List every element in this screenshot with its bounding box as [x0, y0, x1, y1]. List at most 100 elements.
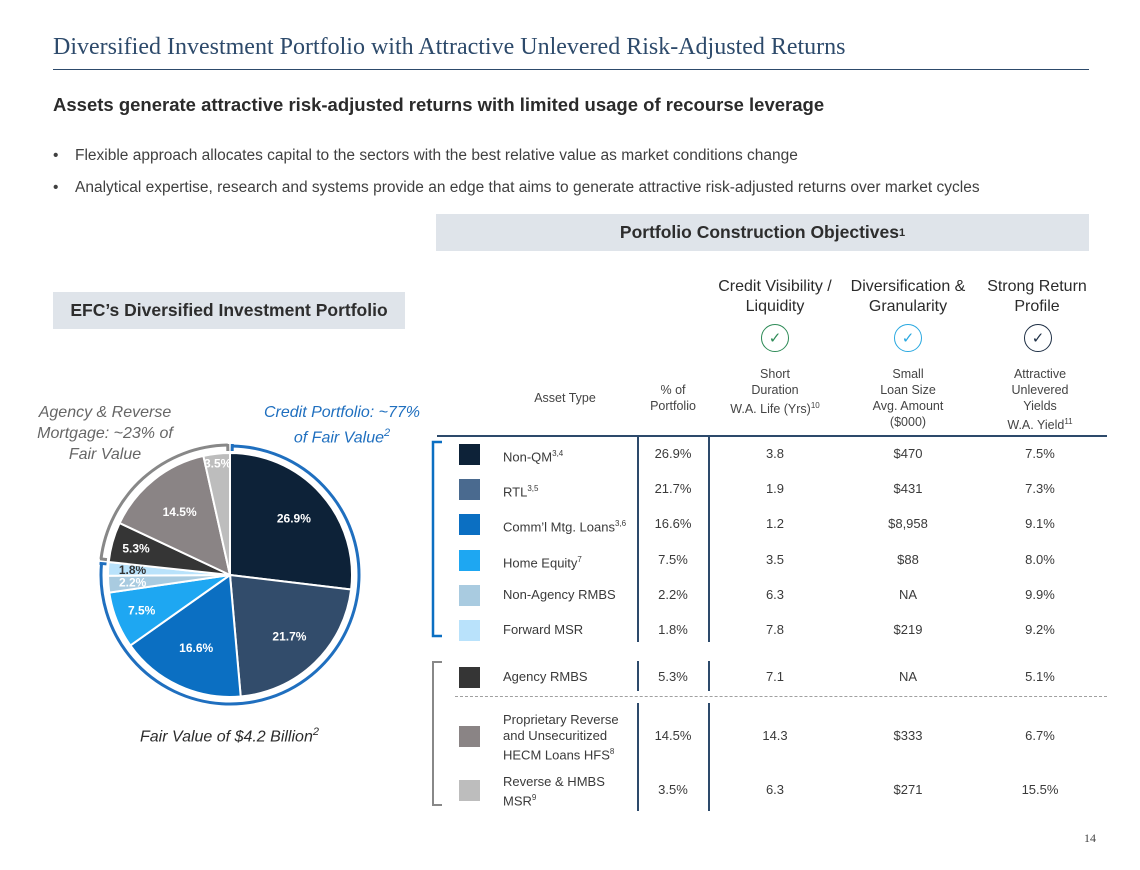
cell-yield: 9.2% — [1025, 622, 1055, 637]
cell-pct: 2.2% — [658, 587, 688, 602]
header-line: Portfolio — [650, 399, 696, 413]
objective-strong-return: Strong Return Profile — [972, 277, 1102, 317]
legend-swatch — [459, 780, 480, 801]
asset-name: Non-Agency RMBS — [503, 587, 616, 602]
footnote-marker: 2 — [384, 427, 391, 439]
footnote-marker: 2 — [312, 726, 319, 738]
cell-yield: 9.9% — [1025, 587, 1055, 602]
cell-life: 7.1 — [765, 669, 785, 684]
page-number: 14 — [1084, 831, 1096, 845]
pie-slice — [118, 454, 232, 577]
cell-yield: 5.1% — [1025, 669, 1055, 684]
bullet-text: Flexible approach allocates capital to t… — [75, 147, 798, 164]
table-header-rule — [437, 435, 1107, 437]
cell-life: 3.5 — [765, 552, 785, 567]
pie-data-label: 7.5% — [128, 603, 156, 617]
metric-yield: Attractive Unlevered Yields W.A. Yield11 — [975, 366, 1105, 433]
group-divider-dashed — [455, 696, 1107, 697]
legend-swatch — [459, 444, 480, 465]
pie-slice — [202, 451, 231, 576]
portfolio-header-box: EFC’s Diversified Investment Portfolio — [53, 292, 405, 329]
page-title: Diversified Investment Portfolio with At… — [53, 34, 846, 60]
footnote-marker: 3,6 — [614, 519, 627, 528]
metric-line: Yields — [1023, 399, 1057, 413]
check-circle-icon: ✓ — [894, 324, 922, 352]
asset-name: Proprietary Reverse and Unsecuritized HECM… — [503, 712, 619, 763]
objective-title-line: Liquidity — [745, 298, 805, 315]
footnote-marker: 3,5 — [527, 484, 539, 493]
objective-credit-visibility: Credit Visibility / Liquidity — [710, 277, 840, 317]
pie-data-label: 2.2% — [119, 575, 147, 589]
asset-name: Home Equity7 — [503, 555, 582, 571]
cell-pct: 3.5% — [658, 782, 688, 797]
footnote-marker: 8 — [609, 747, 615, 756]
check-circle-icon: ✓ — [761, 324, 789, 352]
title-divider — [53, 69, 1089, 70]
metric-text: W.A. Life (Yrs) — [730, 402, 811, 417]
legend-swatch — [459, 479, 480, 500]
cell-yield: 6.7% — [1025, 728, 1055, 743]
column-divider — [637, 661, 639, 691]
metric-line: Unlevered — [1011, 383, 1069, 397]
cell-loan: NA — [898, 669, 918, 684]
bullet-item: • Analytical expertise, research and syst… — [53, 179, 980, 196]
metric-line: ($000) — [889, 415, 927, 429]
cell-loan: $470 — [893, 446, 923, 461]
footnote-marker: 9 — [531, 793, 537, 802]
footnote-marker: 10 — [810, 401, 820, 410]
cell-yield: 15.5% — [1021, 782, 1059, 797]
agency-group-arc-end — [99, 557, 108, 562]
agency-group-arc — [99, 443, 228, 560]
objective-title-line: Diversification & — [850, 278, 966, 295]
cell-pct: 1.8% — [658, 622, 688, 637]
metric-line: W.A. Life (Yrs)10 — [710, 398, 840, 417]
column-divider — [708, 661, 710, 691]
legend-swatch — [459, 667, 480, 688]
credit-group-bracket — [431, 440, 442, 638]
pie-data-label: 14.5% — [163, 505, 197, 519]
bullet-item: • Flexible approach allocates capital to … — [53, 147, 798, 164]
asset-name: Reverse & HMBS MSR9 — [503, 774, 605, 809]
agency-group-bracket — [432, 661, 442, 806]
cell-yield: 7.5% — [1025, 446, 1055, 461]
column-divider — [708, 703, 710, 811]
metric-line: Short — [760, 367, 790, 381]
objective-title-line: Credit Visibility / — [718, 278, 832, 295]
cell-pct: 14.5% — [654, 728, 692, 743]
footnote-marker: 7 — [577, 555, 582, 564]
cell-loan: $219 — [893, 622, 923, 637]
cell-pct: 26.9% — [654, 446, 692, 461]
pie-data-label: 3.5% — [204, 456, 232, 470]
agency-group-label: Agency & Reverse Mortgage: ~23% of Fair … — [37, 404, 173, 463]
legend-swatch — [459, 726, 480, 747]
objective-title-line: Strong Return — [987, 278, 1087, 295]
footnote-marker: 3,4 — [552, 449, 564, 458]
pie-data-label: 5.3% — [122, 542, 150, 556]
credit-group-text: Credit Portfolio: ~77% of Fair Value — [263, 404, 421, 447]
objective-title-line: Profile — [1014, 298, 1060, 315]
metric-line: Loan Size — [880, 383, 936, 397]
pie-slice — [229, 451, 353, 591]
asset-name: RTL3,5 — [503, 484, 539, 500]
bullet-text: Analytical expertise, research and syste… — [75, 179, 980, 196]
cell-life: 6.3 — [765, 587, 785, 602]
metric-line: Duration — [751, 383, 799, 397]
objectives-header-box: Portfolio Construction Objectives 1 — [436, 214, 1089, 251]
cell-yield: 8.0% — [1025, 552, 1055, 567]
cell-pct: 7.5% — [658, 552, 688, 567]
cell-pct: 21.7% — [654, 481, 692, 496]
metric-text: W.A. Yield — [1007, 418, 1065, 433]
cell-life: 1.2 — [765, 516, 785, 531]
asset-name: Comm’l Mtg. Loans3,6 — [503, 519, 627, 535]
portfolio-pie-chart: 26.9% 21.7% 16.6% 7.5% 2.2%1.8% 5.3% 14.5% 3.5% — [99, 443, 361, 706]
pie-slice — [228, 573, 353, 698]
pie-data-label: 21.7% — [272, 629, 306, 643]
metric-line: Avg. Amount — [872, 399, 944, 413]
cell-life: 6.3 — [765, 782, 785, 797]
fair-value-caption: Fair Value of $4.2 Billion2 — [140, 726, 319, 746]
header-line: % of — [660, 383, 686, 397]
metric-duration: Short Duration W.A. Life (Yrs)10 — [710, 366, 840, 417]
cell-loan: $431 — [893, 481, 923, 496]
asset-name: Forward MSR — [503, 622, 584, 637]
cell-yield: 9.1% — [1025, 516, 1055, 531]
